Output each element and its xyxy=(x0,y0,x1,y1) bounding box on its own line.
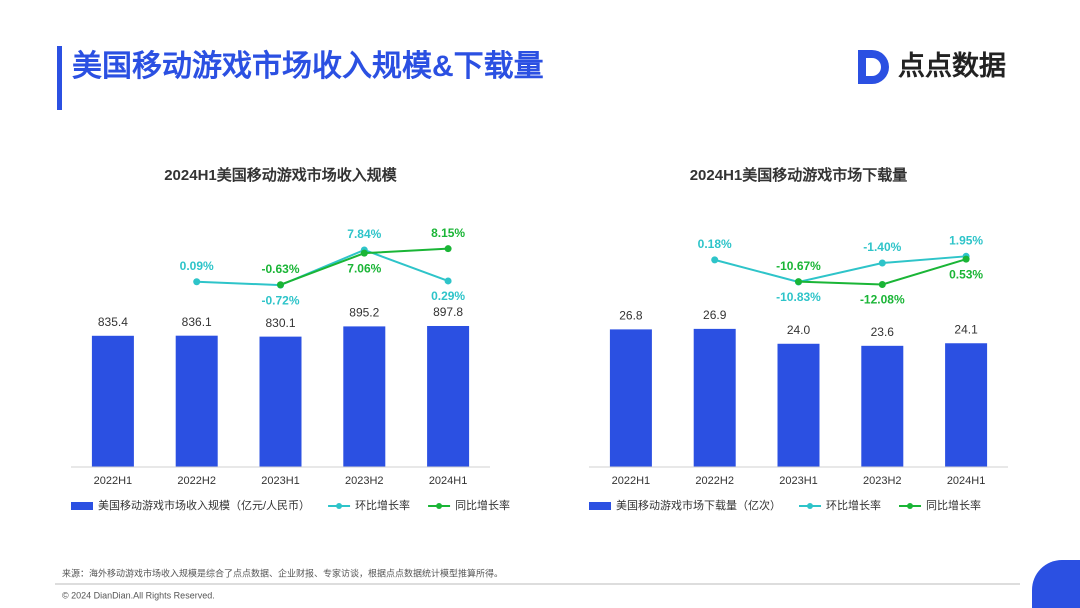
page-title: 美国移动游戏市场收入规模&下载量 xyxy=(72,49,544,83)
line-value-label: 1.95% xyxy=(949,233,983,247)
line-point xyxy=(711,256,719,264)
legend-label: 环比增长率 xyxy=(355,498,410,512)
x-tick-label: 2023H2 xyxy=(345,475,384,487)
line-value-label: 0.29% xyxy=(431,289,465,303)
line-value-label: -0.72% xyxy=(261,293,299,307)
logo-text: 点点数据 xyxy=(898,51,1006,81)
bar xyxy=(91,335,134,467)
line-value-label: 7.06% xyxy=(347,261,381,275)
line-series xyxy=(196,248,449,287)
legend-swatch xyxy=(589,502,611,510)
line-value-label: -12.08% xyxy=(860,293,905,307)
legend-label: 同比增长率 xyxy=(926,498,981,512)
legend-label: 美国移动游戏市场收入规模（亿元/人民币） xyxy=(98,498,310,512)
bar xyxy=(343,326,386,467)
line-point xyxy=(795,278,802,286)
bar xyxy=(945,343,988,467)
bar-value-label: 897.8 xyxy=(433,305,463,319)
bar-value-label: 835.4 xyxy=(98,315,128,329)
copyright: © 2024 DianDian.All Rights Reserved. xyxy=(62,590,215,600)
bar-value-label: 24.0 xyxy=(787,323,811,337)
title-accent xyxy=(57,46,62,110)
bar xyxy=(861,345,904,467)
line-point xyxy=(277,281,284,289)
bar-value-label: 26.8 xyxy=(619,309,643,323)
logo-icon-inner xyxy=(866,58,881,76)
bar-value-label: 895.2 xyxy=(349,306,379,320)
bar xyxy=(693,328,736,467)
source-note: 来源：海外移动游戏市场收入规模是综合了点点数据、企业财报、专家访谈，根据点点数据… xyxy=(62,567,503,578)
x-tick-label: 2024H1 xyxy=(429,475,468,487)
line-point xyxy=(360,249,368,257)
line-value-label: 7.84% xyxy=(347,227,381,241)
line-value-label: 0.18% xyxy=(698,237,732,251)
bar xyxy=(175,335,218,467)
legend-swatch-dot xyxy=(907,503,913,509)
bar xyxy=(427,325,470,467)
line-point xyxy=(962,255,970,263)
x-tick-label: 2023H1 xyxy=(779,475,818,487)
bar xyxy=(777,343,820,467)
line-point xyxy=(193,278,201,286)
line-value-label: -10.67% xyxy=(776,259,821,273)
line-value-label: 8.15% xyxy=(431,226,465,240)
line-value-label: -1.40% xyxy=(863,240,901,254)
legend-swatch-dot xyxy=(336,503,343,509)
logo: 点点数据 xyxy=(858,50,1006,84)
x-tick-label: 2022H1 xyxy=(94,475,133,487)
bar-value-label: 830.1 xyxy=(265,316,295,330)
bar-value-label: 836.1 xyxy=(182,315,212,329)
corner-decoration xyxy=(1032,560,1080,608)
line-point xyxy=(878,259,886,267)
bar xyxy=(609,329,652,467)
line-point xyxy=(878,280,886,288)
legend-swatch-dot xyxy=(436,503,443,509)
line-point xyxy=(444,245,452,253)
legend-label: 美国移动游戏市场下载量（亿次） xyxy=(616,498,781,512)
bar xyxy=(259,336,302,467)
line-value-label: -0.63% xyxy=(261,262,299,276)
x-tick-label: 2023H1 xyxy=(261,475,300,487)
chart-title: 2024H1美国移动游戏市场下载量 xyxy=(690,166,908,184)
line-point xyxy=(444,277,452,285)
chart-title: 2024H1美国移动游戏市场收入规模 xyxy=(164,166,398,184)
x-tick-label: 2022H2 xyxy=(177,475,216,487)
line-value-label: 0.09% xyxy=(180,259,214,273)
line-series xyxy=(714,255,967,283)
line-value-label: -10.83% xyxy=(776,290,821,304)
x-tick-label: 2024H1 xyxy=(947,475,986,487)
legend-label: 同比增长率 xyxy=(455,498,510,512)
x-tick-label: 2022H1 xyxy=(612,475,651,487)
bar-value-label: 24.1 xyxy=(954,322,978,336)
legend-label: 环比增长率 xyxy=(826,498,881,512)
legend-swatch xyxy=(71,502,93,510)
bar-value-label: 23.6 xyxy=(871,325,895,339)
line-value-label: 0.53% xyxy=(949,267,983,281)
x-tick-label: 2023H2 xyxy=(863,475,902,487)
bar-value-label: 26.9 xyxy=(703,308,727,322)
x-tick-label: 2022H2 xyxy=(695,475,734,487)
legend-swatch-dot xyxy=(807,503,813,509)
